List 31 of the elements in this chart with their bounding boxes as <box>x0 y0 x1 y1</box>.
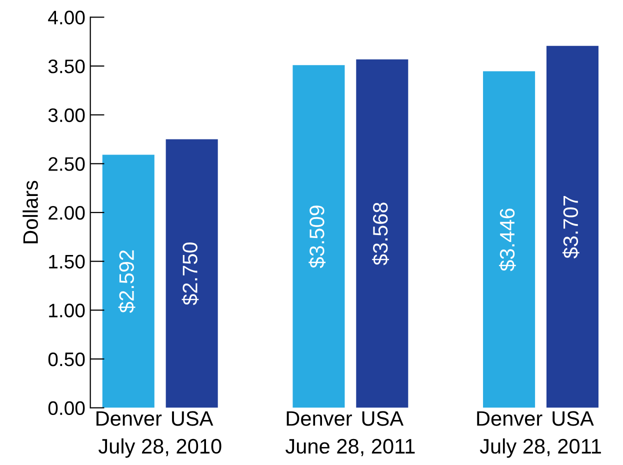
y-tick-label: 3.50 <box>48 60 85 74</box>
data-label: $3.446 <box>499 208 516 272</box>
y-tick-label: 0.50 <box>48 352 85 366</box>
y-tick-label: 2.50 <box>48 157 85 171</box>
data-label: $3.509 <box>308 206 326 268</box>
data-label: $3.707 <box>562 196 580 258</box>
text: July 28, 2011 <box>480 438 601 458</box>
x-tick-label: USA <box>552 411 594 426</box>
data-label: $2.592 <box>118 250 136 313</box>
bar <box>292 65 345 408</box>
bar <box>483 71 536 408</box>
y-tick-label: 1.50 <box>49 254 85 269</box>
y-tick-label: 3.00 <box>48 108 85 122</box>
bar <box>356 59 408 408</box>
text: July 28, 2010 <box>98 438 222 458</box>
bar <box>102 154 154 408</box>
y-tick-label: 1.00 <box>49 304 85 318</box>
y-tick-label: 4.00 <box>48 10 85 24</box>
x-tick-label: Denver <box>96 411 162 426</box>
x-tick-label: USA <box>362 411 404 426</box>
bar <box>546 46 598 408</box>
x-tick-label: Denver <box>286 411 352 426</box>
data-label: $2.750 <box>182 242 199 306</box>
x-tick-label: USA <box>172 411 214 426</box>
bar <box>166 139 218 408</box>
data-label: $3.568 <box>372 202 389 266</box>
text: June 28, 2011 <box>286 438 415 456</box>
y-tick-label: 2.00 <box>48 206 85 220</box>
y-tick-label: 0.00 <box>48 401 85 416</box>
x-tick-label: Denver <box>477 411 542 426</box>
y-axis-title: Dollars <box>22 180 38 244</box>
